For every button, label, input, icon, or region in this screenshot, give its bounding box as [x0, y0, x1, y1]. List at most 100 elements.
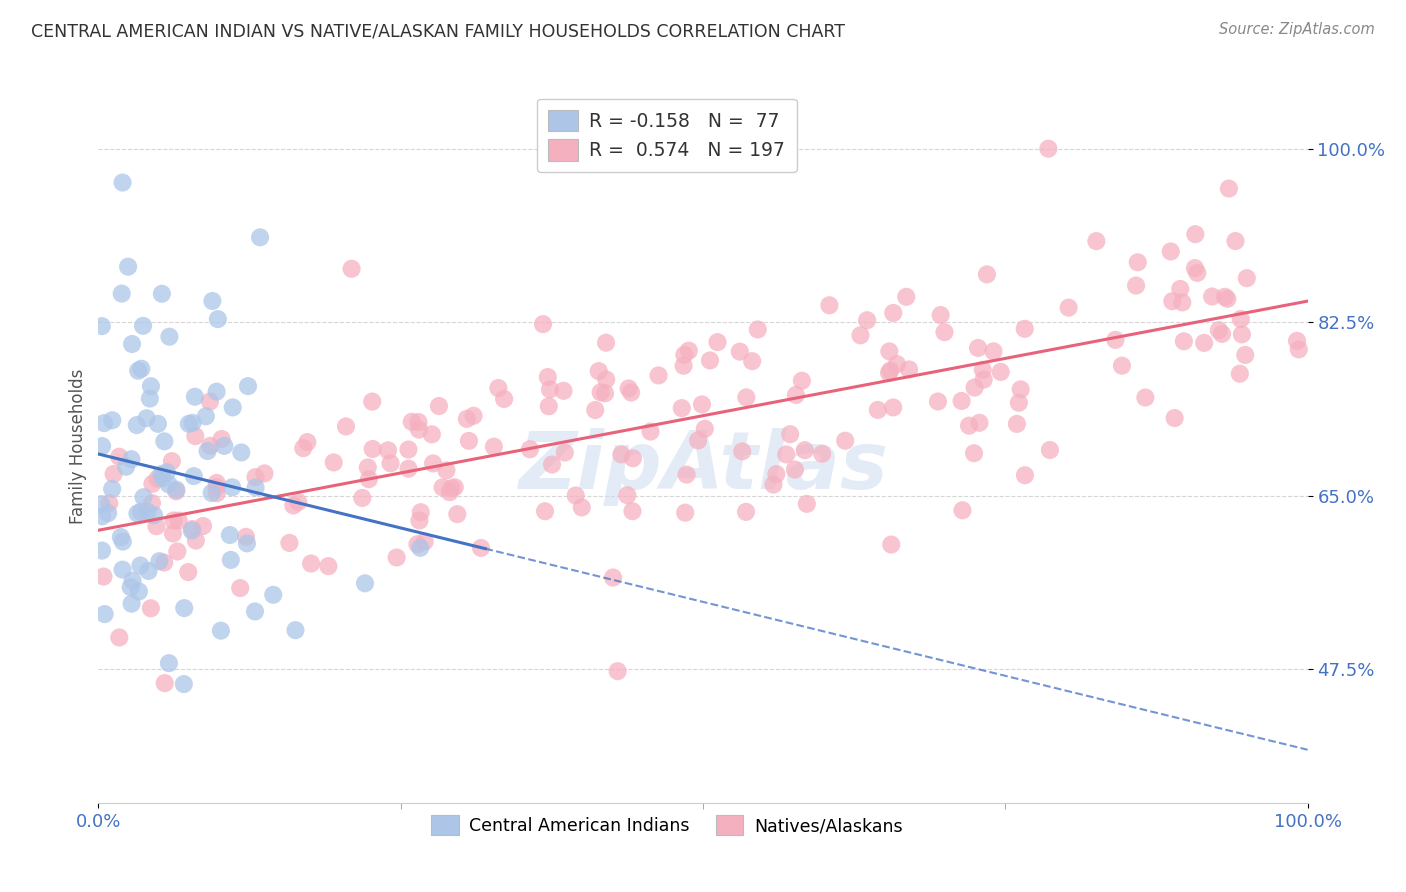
Point [731, 444, 754, 458]
Point [486, 381, 509, 395]
Point [165, 484, 187, 499]
Point [180, 524, 202, 538]
Point [406, 537, 429, 551]
Point [706, 335, 728, 350]
Point [735, 390, 758, 404]
Point [886, 357, 908, 371]
Point [98, 496, 121, 510]
Point [1039, 443, 1062, 458]
Point [963, 380, 986, 394]
Point [595, 335, 617, 350]
Point [538, 383, 561, 397]
Point [610, 447, 633, 461]
Point [156, 465, 179, 479]
Point [125, 418, 148, 433]
Point [108, 631, 131, 645]
Point [201, 486, 224, 500]
Point [152, 471, 174, 485]
Point [1208, 323, 1230, 337]
Text: CENTRAL AMERICAN INDIAN VS NATIVE/ALASKAN FAMILY HOUSEHOLDS CORRELATION CHART: CENTRAL AMERICAN INDIAN VS NATIVE/ALASKA… [31, 22, 845, 40]
Point [120, 452, 142, 467]
Point [157, 656, 180, 670]
Point [297, 435, 319, 450]
Point [157, 477, 180, 491]
Point [621, 504, 644, 518]
Point [101, 413, 124, 427]
Point [879, 344, 901, 359]
Point [1125, 278, 1147, 293]
Point [553, 384, 575, 398]
Point [990, 365, 1012, 379]
Point [420, 427, 443, 442]
Point [620, 385, 643, 400]
Point [796, 497, 818, 511]
Point [209, 624, 232, 638]
Point [534, 504, 557, 518]
Point [1201, 289, 1223, 303]
Point [205, 475, 228, 490]
Point [1229, 367, 1251, 381]
Point [318, 559, 340, 574]
Point [160, 454, 183, 468]
Point [287, 495, 309, 509]
Point [541, 458, 564, 472]
Point [132, 318, 155, 333]
Point [531, 317, 554, 331]
Point [93, 569, 115, 583]
Point [139, 379, 162, 393]
Point [1285, 334, 1308, 348]
Point [361, 442, 384, 456]
Point [141, 476, 163, 491]
Point [111, 176, 134, 190]
Point [446, 507, 468, 521]
Point [1187, 266, 1209, 280]
Point [115, 459, 138, 474]
Point [166, 544, 188, 558]
Point [167, 514, 190, 528]
Point [1171, 295, 1194, 310]
Point [1038, 142, 1060, 156]
Point [292, 441, 315, 455]
Point [834, 434, 856, 448]
Point [1014, 468, 1036, 483]
Point [593, 386, 616, 401]
Point [173, 601, 195, 615]
Point [184, 390, 207, 404]
Point [111, 563, 134, 577]
Point [132, 490, 155, 504]
Point [432, 480, 454, 494]
Point [849, 328, 872, 343]
Point [595, 372, 617, 386]
Point [811, 447, 834, 461]
Point [136, 505, 159, 519]
Point [537, 399, 560, 413]
Point [127, 507, 149, 521]
Point [139, 601, 162, 615]
Point [108, 450, 131, 464]
Point [494, 392, 516, 406]
Point [245, 481, 267, 495]
Point [162, 526, 184, 541]
Point [165, 483, 187, 497]
Point [1218, 181, 1240, 195]
Point [235, 530, 257, 544]
Point [640, 425, 662, 439]
Point [458, 434, 481, 448]
Point [443, 480, 465, 494]
Point [101, 482, 124, 496]
Point [818, 298, 841, 312]
Point [1005, 417, 1028, 431]
Point [146, 417, 169, 431]
Point [183, 469, 205, 483]
Point [765, 467, 787, 481]
Point [482, 440, 505, 454]
Point [243, 604, 266, 618]
Point [340, 261, 363, 276]
Point [1168, 282, 1191, 296]
Point [728, 344, 751, 359]
Point [409, 505, 432, 519]
Point [181, 522, 204, 536]
Point [621, 451, 644, 466]
Point [1234, 348, 1257, 362]
Point [357, 460, 380, 475]
